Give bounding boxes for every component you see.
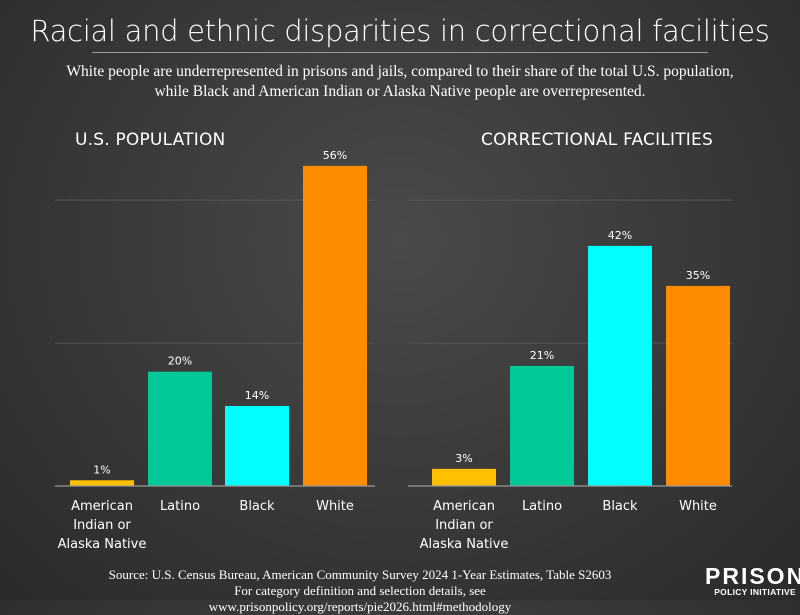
category-tick-label: Black <box>602 499 638 514</box>
bar <box>510 365 574 486</box>
bar <box>588 245 652 486</box>
category-tick-label: Indian or <box>73 518 131 533</box>
category-tick-label: White <box>679 499 717 514</box>
bar <box>432 468 496 486</box>
bar <box>70 480 134 486</box>
bar-charts: 1% American Indian or Alaska Native 20% Latin… <box>55 149 732 552</box>
logo-line1: PRISON <box>705 563 800 589</box>
source-line: Source: U.S. Census Bureau, American Com… <box>108 567 612 582</box>
source-note: Source: U.S. Census Bureau, American Com… <box>100 567 620 615</box>
category-tick-label: Latino <box>160 499 200 514</box>
title-divider <box>92 52 708 53</box>
category-tick-label: American <box>433 499 495 514</box>
data-label: 14% <box>245 389 269 402</box>
bar <box>225 405 289 486</box>
chart-title: Racial and ethnic disparities in correct… <box>30 14 770 48</box>
methodology-line: For category definition and selection de… <box>208 583 512 614</box>
category-tick-label: Latino <box>522 499 562 514</box>
data-label: 1% <box>93 463 110 476</box>
category-tick-label: Indian or <box>435 518 493 533</box>
logo-line2: POLICY INITIATIVE <box>714 587 796 597</box>
panel-title-correctional: CORRECTIONAL FACILITIES <box>481 130 713 150</box>
prison-policy-logo: PRISON POLICY INITIATIVE <box>705 563 800 598</box>
bar <box>303 165 367 486</box>
category-tick-label: Black <box>239 499 275 514</box>
panel-title-population: U.S. POPULATION <box>75 130 226 150</box>
data-label: 35% <box>686 269 710 282</box>
category-tick-label: Alaska Native <box>420 537 509 552</box>
data-label: 21% <box>530 349 554 362</box>
data-label: 42% <box>608 229 632 242</box>
bar <box>666 285 730 486</box>
bar <box>148 371 212 486</box>
data-label: 3% <box>455 452 472 465</box>
data-label: 56% <box>323 149 347 162</box>
data-label: 20% <box>168 355 192 368</box>
category-tick-label: American <box>71 499 133 514</box>
chart-subtitle: White people are underrepresented in pri… <box>66 63 734 100</box>
category-tick-label: White <box>316 499 354 514</box>
category-tick-label: Alaska Native <box>58 537 147 552</box>
